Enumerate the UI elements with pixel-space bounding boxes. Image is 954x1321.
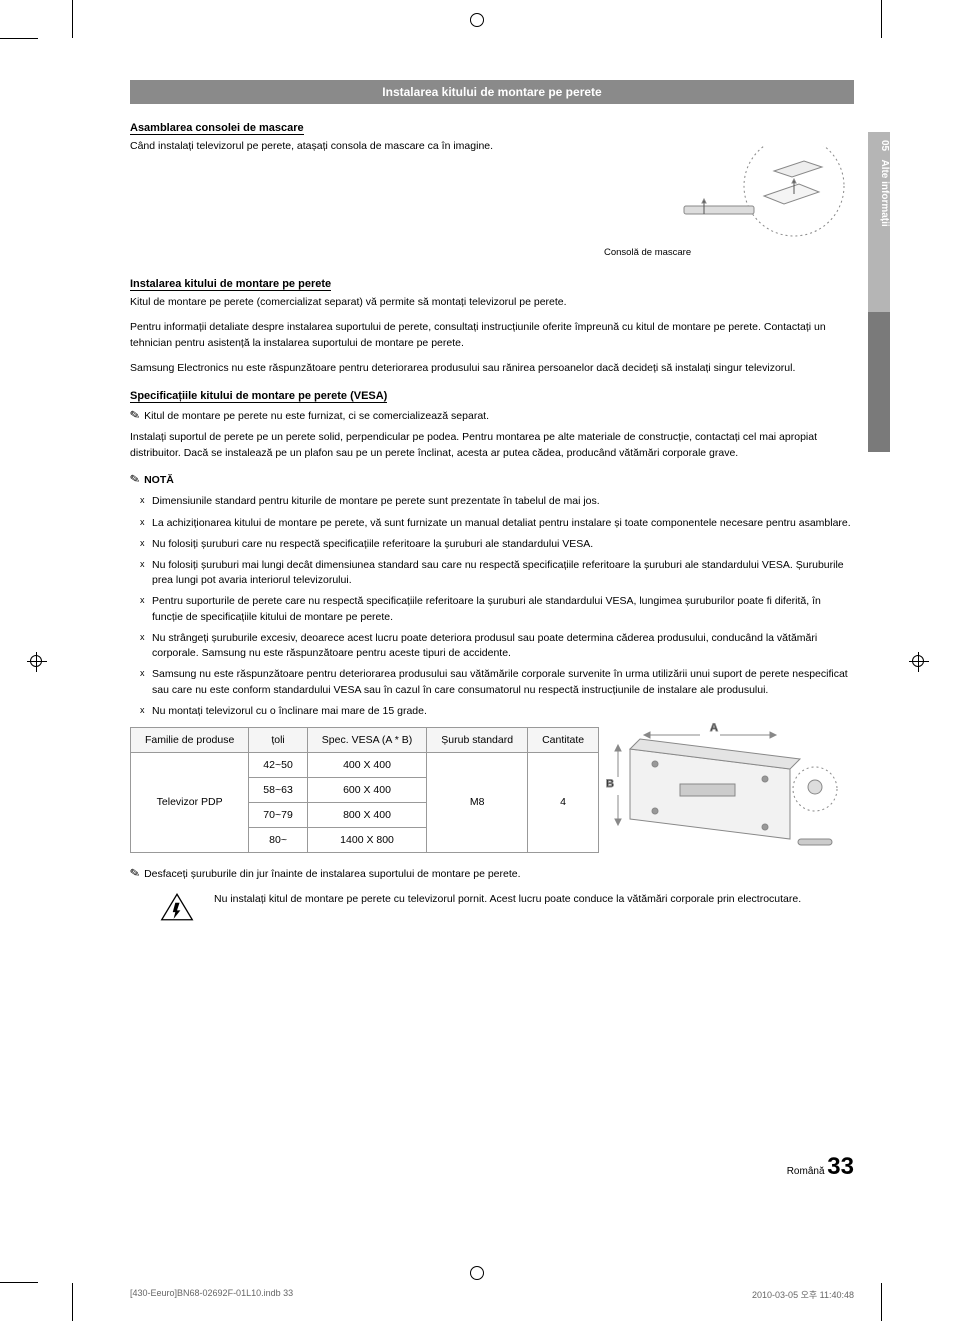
note-bullet: Nu folosiți șuruburi mai lungi decât dim… [152, 558, 854, 588]
table-header-cell: Familie de produse [131, 727, 249, 752]
crop-line [881, 1283, 882, 1321]
body-text: Instalați suportul de perete pe un peret… [130, 430, 854, 460]
note-bullet: Nu strângeți șuruburile excesiv, deoarec… [152, 631, 854, 661]
crop-mark-bottom [470, 1266, 484, 1280]
body-text: Pentru informații detaliate despre insta… [130, 320, 854, 350]
footer-lang: Română [787, 1166, 825, 1177]
note-bullet: La achiziționarea kitului de montare pe … [152, 516, 854, 531]
note-icon: ✎ [129, 406, 142, 425]
crop-line [0, 38, 38, 39]
vesa-dimension-diagram: A B [600, 719, 840, 869]
subheading-install: Instalarea kitului de montare pe perete [130, 278, 331, 291]
crop-line [72, 0, 73, 38]
vesa-table: Familie de produsețoliSpec. VESA (A * B)… [130, 727, 599, 853]
side-tab-label: Alte informații [879, 159, 890, 226]
print-footer-file: [430-Eeuro]BN68-02692F-01L10.indb 33 [130, 1288, 293, 1301]
note-line: ✎Kitul de montare pe perete nu este furn… [130, 407, 854, 424]
side-tab-chapter: 05 [879, 140, 890, 151]
page-content: Instalarea kitului de montare pe perete … [130, 80, 854, 1221]
warning-text: Nu instalați kitul de montare pe perete … [214, 892, 801, 907]
subheading-assembly: Asamblarea consolei de mascare [130, 122, 304, 135]
note-bullet: Samsung nu este răspunzătoare pentru det… [152, 667, 854, 697]
table-row: Televizor PDP42~50400 X 400M84 [131, 752, 599, 777]
section-heading: Instalarea kitului de montare pe perete [130, 80, 854, 104]
warning-icon [160, 892, 194, 922]
note-icon: ✎ [129, 864, 142, 883]
crop-mark-left [30, 655, 42, 667]
side-tab: 05 Alte informații [868, 132, 890, 312]
note-bullet: Dimensiunile standard pentru kiturile de… [152, 494, 854, 509]
table-header-cell: Cantitate [528, 727, 599, 752]
subheading-specs: Specificațiile kitului de montare pe per… [130, 390, 387, 403]
table-cell: 70~79 [249, 802, 308, 827]
side-tab-dark [868, 312, 890, 452]
table-header-cell: Șurub standard [427, 727, 528, 752]
table-cell: 400 X 400 [307, 752, 426, 777]
note-bullet: Nu folosiți șuruburi care nu respectă sp… [152, 537, 854, 552]
table-header-cell: Spec. VESA (A * B) [307, 727, 426, 752]
crop-line [881, 0, 882, 38]
table-cell: 80~ [249, 827, 308, 852]
crop-mark-top [470, 13, 484, 27]
warning-row: Nu instalați kitul de montare pe perete … [130, 892, 854, 922]
svg-text:A: A [710, 722, 718, 734]
crop-mark-right [912, 655, 924, 667]
crop-line [0, 1282, 38, 1283]
table-cell: 600 X 400 [307, 777, 426, 802]
footer-page-number: 33 [827, 1153, 854, 1180]
note-bullets: Dimensiunile standard pentru kiturile de… [130, 494, 854, 719]
note-icon: ✎ [129, 470, 142, 489]
body-text: Kitul de montare pe perete (comercializa… [130, 295, 854, 310]
note-label: NOTĂ [144, 474, 174, 486]
blanking-bracket-diagram: Consolă de mascare [644, 146, 854, 266]
note-label-row: ✎NOTĂ [130, 471, 854, 488]
svg-text:B: B [606, 778, 614, 790]
table-cell: 58~63 [249, 777, 308, 802]
table-header-cell: țoli [249, 727, 308, 752]
table-cell: 800 X 400 [307, 802, 426, 827]
page-footer: Română 33 [787, 1153, 854, 1181]
note-lead: Kitul de montare pe perete nu este furni… [144, 410, 489, 422]
table-body: Televizor PDP42~50400 X 400M8458~63600 X… [131, 752, 599, 852]
post-table-text: Desfaceți șuruburile din jur înainte de … [144, 868, 520, 880]
crop-line [72, 1283, 73, 1321]
body-text: Samsung Electronics nu este răspunzătoar… [130, 361, 854, 376]
note-bullet: Pentru suporturile de perete care nu res… [152, 594, 854, 624]
note-bullet: Nu montați televizorul cu o înclinare ma… [152, 704, 854, 719]
print-footer-timestamp: 2010-03-05 오후 11:40:48 [752, 1288, 854, 1301]
figure-label: Consolă de mascare [604, 247, 691, 258]
table-cell: 42~50 [249, 752, 308, 777]
table-cell: 4 [528, 752, 599, 852]
table-header-row: Familie de produsețoliSpec. VESA (A * B)… [131, 727, 599, 752]
table-cell: 1400 X 800 [307, 827, 426, 852]
print-footer: [430-Eeuro]BN68-02692F-01L10.indb 33 201… [130, 1288, 854, 1301]
table-cell: M8 [427, 752, 528, 852]
table-cell: Televizor PDP [131, 752, 249, 852]
